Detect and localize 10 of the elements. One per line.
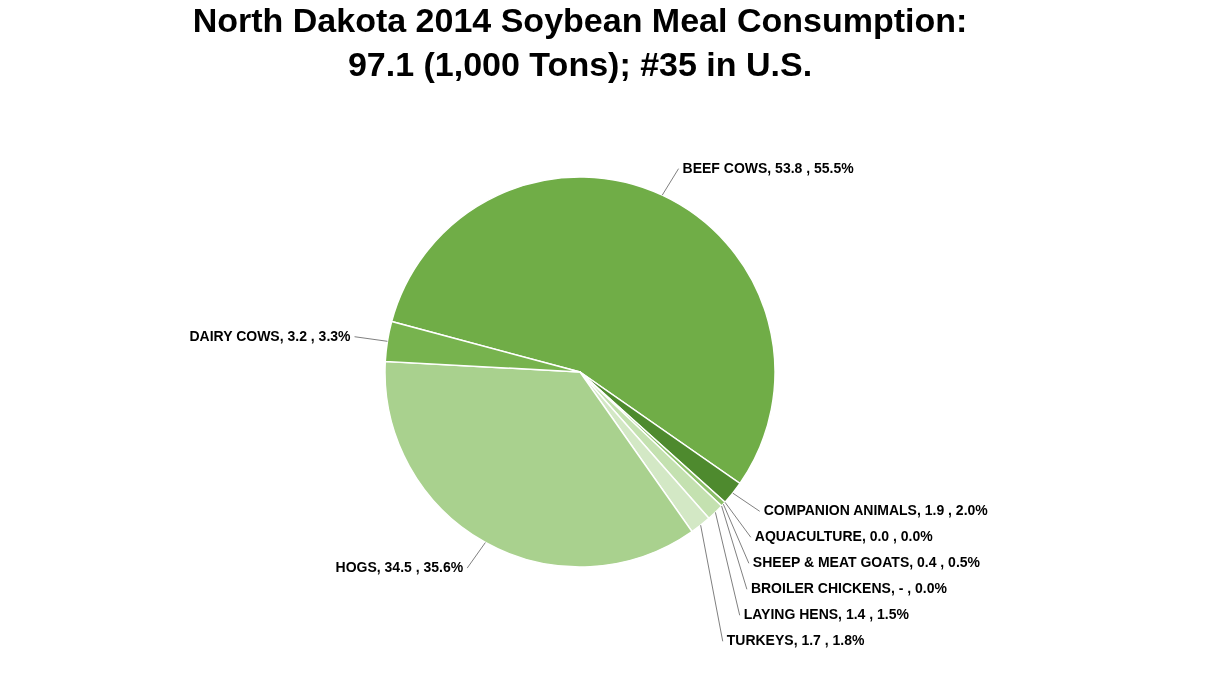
chart-title: North Dakota 2014 Soybean Meal Consumption: 97.1 (1,000 Tons); #35 in U.S. xyxy=(192,1,968,83)
slice-label: TURKEYS, 1.7 , 1.8% xyxy=(726,632,866,649)
slice-label: HOGS, 34.5 , 35.6% xyxy=(335,559,464,576)
slice-label: COMPANION ANIMALS, 1.9 , 2.0% xyxy=(763,502,989,519)
slice-label: BEEF COWS, 53.8 , 55.5% xyxy=(682,159,855,176)
slice-label: DAIRY COWS, 3.2 , 3.3% xyxy=(189,327,352,344)
slice-label: SHEEP & MEAT GOATS, 0.4 , 0.5% xyxy=(752,554,981,571)
category-label: BROILER CHICKENS, - , 0.0% xyxy=(750,580,947,597)
category-label: AQUACULTURE, 0.0 , 0.0% xyxy=(754,528,933,545)
slice-label: LAYING HENS, 1.4 , 1.5% xyxy=(743,606,910,623)
